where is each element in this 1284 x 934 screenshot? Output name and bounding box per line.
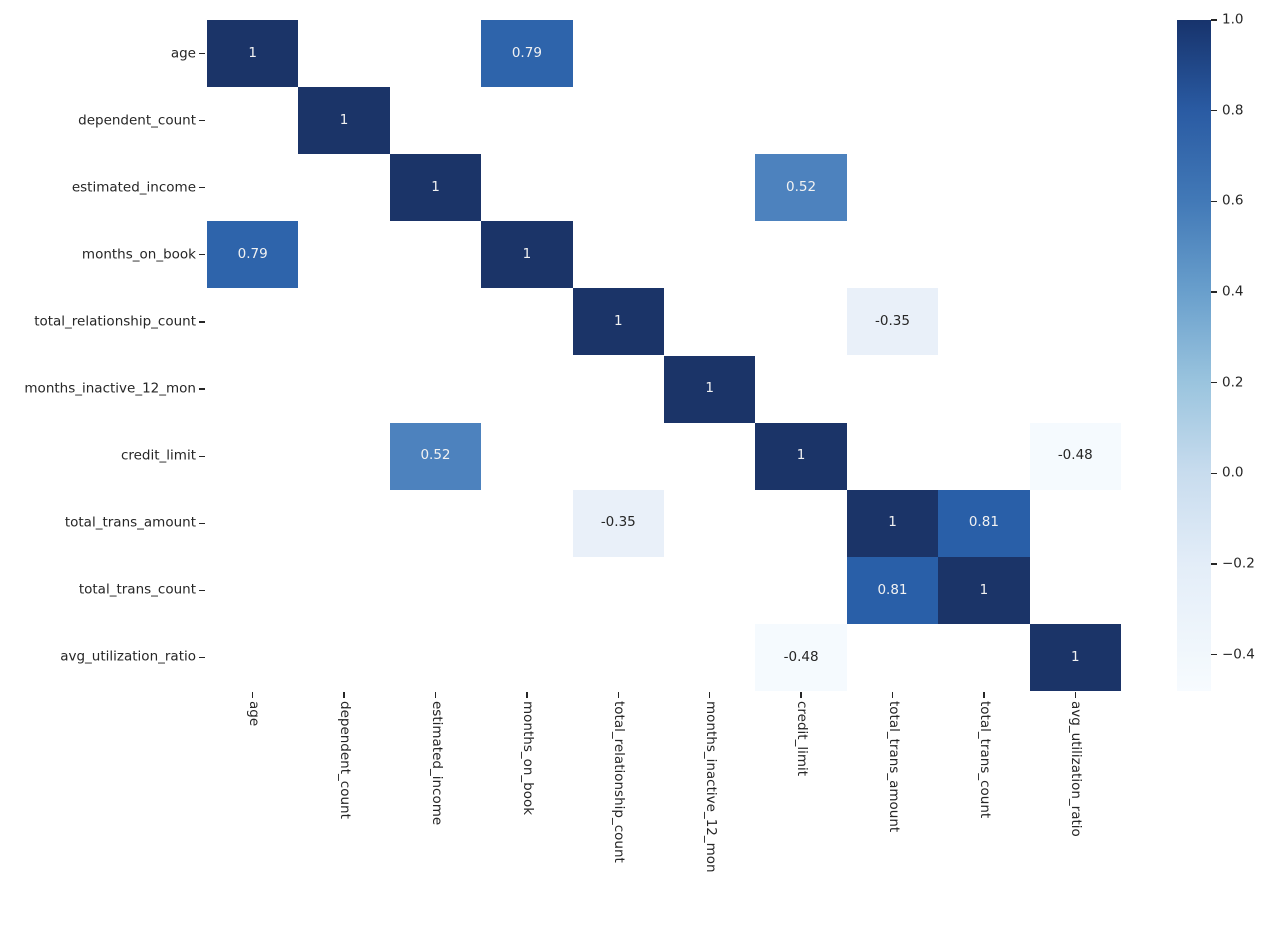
y-tick-mark [199, 52, 205, 55]
y-tick-label-credit_limit: credit_limit [120, 447, 196, 464]
colorbar-tick-label: 0.0 [1222, 464, 1244, 481]
cell-annotation: -0.35 [875, 313, 910, 330]
y-tick-mark [199, 388, 205, 390]
x-tick-mark [800, 692, 802, 698]
x-tick-label-estimated_income: estimated_income [428, 701, 445, 826]
colorbar-tick-mark [1211, 291, 1217, 293]
heatmap-cell-total_trans_amount-total_relationship_count: -0.35 [572, 489, 664, 557]
x-tick-mark [617, 692, 619, 698]
x-tick-mark [709, 692, 711, 698]
heatmap-cell-avg_utilization_ratio-avg_utilization_ratio: 1 [1029, 623, 1121, 691]
cell-annotation: 0.81 [877, 581, 908, 598]
colorbar [1177, 20, 1211, 691]
colorbar-tick-mark [1211, 382, 1217, 384]
heatmap-cell-age-months_on_book: 0.79 [481, 20, 573, 88]
cell-annotation: 0.52 [420, 447, 451, 464]
x-tick-mark [343, 692, 345, 698]
colorbar-tick-label: 0.2 [1222, 373, 1244, 390]
cell-annotation: 1 [339, 111, 349, 128]
x-tick-label-months_on_book: months_on_book [519, 701, 536, 816]
colorbar-tick-mark [1211, 563, 1217, 565]
colorbar-tick-label: −0.4 [1222, 645, 1255, 662]
heatmap-cell-total_trans_count-total_trans_amount: 0.81 [846, 556, 939, 624]
colorbar-tick-label: 0.8 [1222, 101, 1244, 118]
heatmap-cell-total_trans_amount-total_trans_amount: 1 [846, 489, 939, 557]
cell-annotation: 1 [979, 581, 989, 598]
colorbar-tick-mark [1211, 200, 1217, 202]
y-tick-mark [199, 321, 205, 323]
heatmap-cell-avg_utilization_ratio-credit_limit: -0.48 [755, 623, 847, 691]
cell-annotation: 1 [796, 447, 806, 464]
cell-annotation: 1 [248, 44, 257, 61]
heatmap-cell-months_on_book-age: 0.79 [207, 221, 299, 289]
x-tick-label-months_inactive_12_mon: months_inactive_12_mon [702, 701, 719, 873]
cell-annotation: 0.81 [968, 514, 999, 531]
x-tick-mark [434, 692, 437, 698]
x-tick-label-avg_utilization_ratio: avg_utilization_ratio [1068, 701, 1085, 837]
colorbar-tick-label: −0.2 [1222, 555, 1255, 572]
y-tick-label-months_on_book: months_on_book [81, 246, 196, 263]
heatmap-cell-months_inactive_12_mon-months_inactive_12_mon: 1 [664, 355, 756, 423]
y-tick-label-avg_utilization_ratio: avg_utilization_ratio [60, 648, 196, 665]
heatmap-cell-dependent_count-dependent_count: 1 [298, 87, 390, 155]
y-tick-mark [199, 187, 205, 189]
x-tick-mark [252, 692, 254, 698]
y-tick-label-age: age [170, 44, 196, 61]
colorbar-tick-label: 0.6 [1222, 192, 1244, 209]
cell-annotation: 1 [1070, 648, 1080, 665]
heatmap-cell-total_relationship_count-total_relationship_count: 1 [572, 288, 664, 356]
heatmap-cell-months_on_book-months_on_book: 1 [481, 221, 573, 289]
cell-annotation: 0.52 [786, 178, 817, 195]
colorbar-tick-mark [1211, 654, 1217, 656]
x-tick-mark [1074, 692, 1076, 698]
y-tick-mark [199, 254, 205, 256]
heatmap-cell-estimated_income-estimated_income: 1 [389, 154, 482, 222]
x-tick-label-age: age [245, 701, 262, 727]
x-tick-mark [983, 692, 985, 698]
colorbar-tick-label: 0.4 [1222, 283, 1244, 300]
y-tick-label-total_trans_count: total_trans_count [78, 581, 196, 598]
y-tick-mark [199, 455, 205, 457]
x-tick-mark [526, 692, 528, 698]
y-tick-label-months_inactive_12_mon: months_inactive_12_mon [24, 380, 196, 397]
colorbar-tick-label: 1.0 [1222, 11, 1244, 28]
colorbar-tick-mark [1211, 19, 1217, 21]
y-tick-label-total_trans_amount: total_trans_amount [64, 514, 196, 531]
x-tick-mark [891, 692, 894, 698]
heatmap-cell-credit_limit-estimated_income: 0.52 [389, 422, 482, 490]
x-tick-label-total_trans_amount: total_trans_amount [885, 701, 902, 833]
cell-annotation: 1 [431, 178, 440, 195]
heatmap-cell-total_trans_count-total_trans_count: 1 [938, 556, 1030, 624]
cell-annotation: 1 [888, 514, 897, 531]
y-tick-label-dependent_count: dependent_count [78, 111, 196, 128]
cell-annotation: 1 [613, 313, 623, 330]
x-tick-label-total_trans_count: total_trans_count [976, 701, 993, 819]
heatmap-cell-credit_limit-avg_utilization_ratio: -0.48 [1029, 422, 1121, 490]
heatmap-cell-credit_limit-credit_limit: 1 [755, 422, 847, 490]
y-tick-mark [199, 656, 205, 659]
cell-annotation: -0.48 [1057, 447, 1093, 464]
cell-annotation: 1 [705, 380, 714, 397]
cell-annotation: 0.79 [511, 44, 542, 61]
cell-annotation: 1 [522, 246, 532, 263]
y-tick-mark [199, 589, 205, 591]
heatmap-cell-total_trans_amount-total_trans_count: 0.81 [938, 489, 1030, 557]
heatmap-cell-estimated_income-credit_limit: 0.52 [755, 154, 847, 222]
heatmap-cell-total_relationship_count-total_trans_amount: -0.35 [846, 288, 939, 356]
cell-annotation: -0.35 [600, 514, 636, 531]
heatmap-cell-age-age: 1 [207, 20, 299, 88]
cell-annotation: -0.48 [783, 648, 819, 665]
colorbar-tick-mark [1211, 110, 1217, 112]
y-tick-mark [199, 522, 205, 524]
x-tick-label-total_relationship_count: total_relationship_count [611, 701, 628, 863]
cell-annotation: 0.79 [237, 246, 268, 263]
y-tick-label-total_relationship_count: total_relationship_count [34, 313, 196, 330]
x-tick-label-credit_limit: credit_limit [793, 701, 810, 777]
x-tick-label-dependent_count: dependent_count [336, 701, 353, 819]
y-tick-mark [199, 120, 205, 122]
colorbar-tick-mark [1211, 472, 1217, 475]
y-tick-label-estimated_income: estimated_income [71, 179, 196, 195]
